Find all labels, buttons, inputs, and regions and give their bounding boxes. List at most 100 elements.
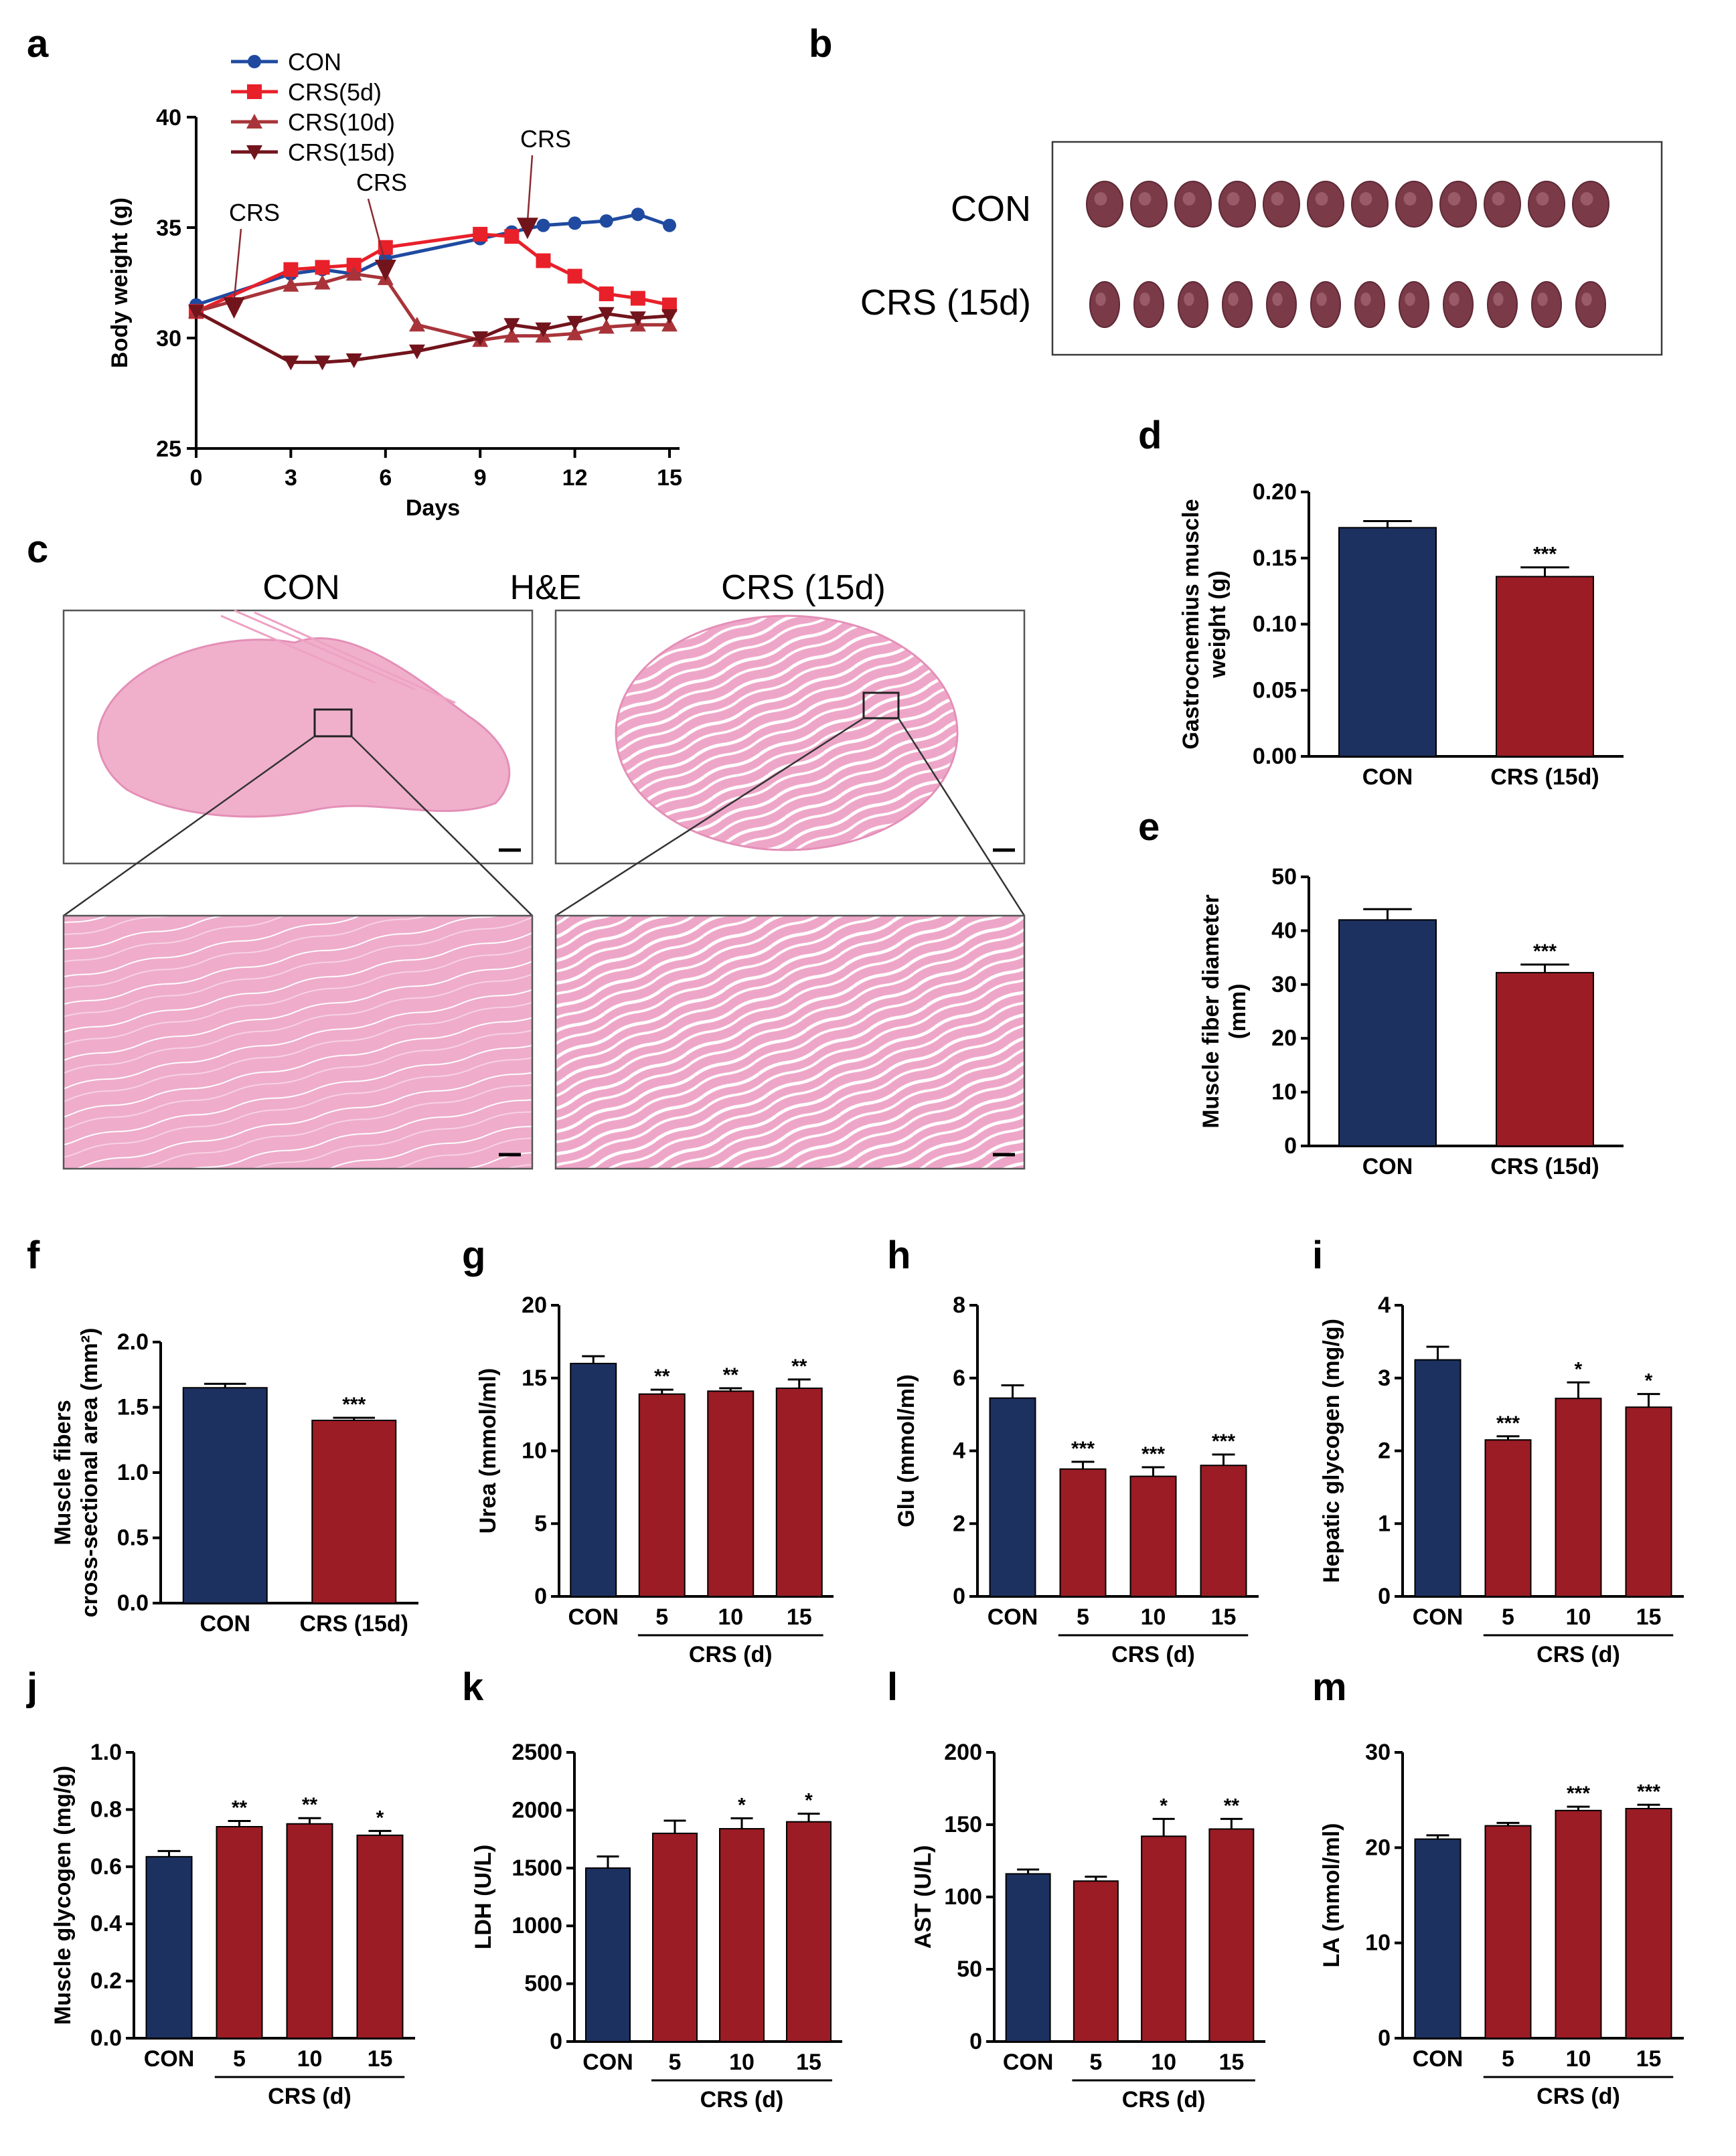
series-line-crs-5d-: [195, 232, 670, 313]
muscle-row-con: [1086, 181, 1609, 228]
x-tick-label: CON: [1413, 2046, 1464, 2072]
chart-i-hepatic-glycogen: 0 1 2 3 4 Hepatic glycogen (mg/g) CON *** 5 * 10 * 1…: [1319, 1293, 1684, 1667]
bar-10: [1555, 1809, 1602, 2039]
muscle-highlight: [1271, 192, 1284, 205]
y-axis-title: LA (mmol/ml): [1319, 1823, 1344, 1968]
series-line-crs-15d-: [195, 310, 670, 364]
y-tick-label: 0.0: [90, 2025, 122, 2051]
bar-5: [652, 1832, 698, 2042]
x-tick-label: 15: [796, 2050, 821, 2075]
y-tick-label: 0: [953, 1584, 965, 1609]
chart-l-ast: 0 50 100 150 200 AST (U/L) CON 5 * 10 ** 15 CRS (d): [911, 1740, 1265, 2112]
muscle-sample: [1484, 181, 1521, 228]
muscle-highlight: [1492, 192, 1505, 205]
bar-crs-15d-: [1496, 972, 1594, 1147]
data-point: [631, 208, 645, 222]
muscle-sample: [1086, 181, 1123, 228]
data-point: [598, 307, 615, 322]
significance-label: **: [302, 1794, 318, 1816]
y-tick-label: 20: [1271, 1025, 1297, 1051]
y-tick-label: 40: [156, 105, 181, 131]
muscle-highlight: [1316, 293, 1327, 306]
chart-h-glu: 0 2 4 6 8 Glu (mmol/ml) CON *** 5 *** 10 *** 15 CRS (…: [894, 1293, 1259, 1667]
significance-label: ***: [1071, 1438, 1095, 1460]
muscle-sample: [1133, 281, 1164, 328]
muscle-sample: [1531, 281, 1562, 328]
significance-label: ***: [1496, 1412, 1520, 1434]
y-tick-label: 0: [550, 2029, 562, 2054]
x-tick-label: 15: [1211, 1604, 1237, 1630]
muscle-highlight: [1405, 293, 1415, 306]
bar-con: [1414, 1359, 1462, 1597]
bar-con: [1338, 527, 1437, 757]
y-tick-label: 3: [1378, 1365, 1391, 1391]
chart-k-ldh: 0 500 1000 1500 2000 2500 LDH (U/L) CON 5 * 10 * 15 C…: [471, 1740, 842, 2112]
muscle-sample: [1487, 281, 1518, 328]
legend-marker: [246, 114, 262, 129]
histology-label-stain: H&E: [510, 568, 582, 607]
x-tick-label: 5: [655, 1604, 668, 1630]
y-tick-label: 2500: [511, 1740, 562, 1765]
significance-label: *: [1575, 1358, 1583, 1380]
chart-e-fiber-diameter: 0 10 20 30 40 50 Muscle fiber diameter (mm) CON *…: [1198, 864, 1624, 1179]
significance-label: **: [723, 1364, 739, 1386]
y-tick-label: 0.8: [90, 1797, 122, 1822]
histology-label-crs: CRS (15d): [721, 568, 886, 607]
y-tick-label: 4: [1378, 1293, 1391, 1318]
x-tick-label: 10: [729, 2050, 755, 2075]
y-tick-label: 2: [1378, 1438, 1391, 1464]
y-axis-title: (mm): [1225, 983, 1251, 1039]
y-tick-label: 0.2: [90, 1969, 122, 1994]
histology-section-crs: [615, 614, 959, 851]
y-tick-label: 0.5: [117, 1525, 149, 1551]
panel-letter-b: b: [809, 22, 832, 66]
panel-letter-e: e: [1138, 805, 1160, 849]
y-tick-label: 2.0: [117, 1329, 149, 1355]
y-tick-label: 10: [522, 1438, 547, 1464]
muscle-highlight: [1182, 192, 1196, 205]
histology-zoom-con: [62, 914, 534, 1170]
x-tick-label: CRS (15d): [1490, 764, 1599, 790]
y-axis-title: Body weight (g): [107, 197, 133, 368]
y-tick-label: 2000: [511, 1797, 562, 1823]
x-tick-label: 15: [1218, 2050, 1244, 2075]
panel-letter-a: a: [27, 22, 49, 66]
x-tick-label: 3: [285, 465, 297, 491]
significance-label: *: [738, 1794, 746, 1816]
panel-letter-k: k: [462, 1665, 484, 1709]
bar-5: [1073, 1880, 1119, 2042]
bar-con: [182, 1387, 268, 1604]
significance-label: ***: [342, 1394, 366, 1416]
y-tick-label: 30: [1365, 1740, 1391, 1765]
muscle-sample: [1266, 281, 1297, 328]
muscle-row-crs: [1089, 281, 1606, 328]
data-point: [345, 353, 362, 368]
muscle-sample: [1218, 181, 1256, 228]
x-tick-label: 12: [562, 465, 588, 491]
x-tick-label: CON: [582, 2050, 633, 2075]
y-tick-label: 15: [522, 1365, 547, 1391]
muscle-highlight: [1403, 192, 1417, 205]
histology-section-con: [96, 637, 511, 818]
data-point: [503, 327, 520, 343]
panel-letter-h: h: [887, 1234, 911, 1277]
y-tick-label: 0: [1284, 1133, 1297, 1159]
muscle-sample: [1174, 181, 1212, 228]
panel-letter-d: d: [1138, 414, 1162, 457]
y-axis-title: LDH (U/L): [471, 1845, 496, 1950]
significance-label: **: [1224, 1795, 1240, 1817]
x-tick-label: CRS (15d): [1490, 1154, 1599, 1179]
muscle-sample: [1572, 181, 1609, 228]
y-tick-label: 10: [1271, 1080, 1297, 1105]
bar-5: [638, 1393, 686, 1598]
y-tick-label: 1.0: [117, 1460, 149, 1485]
chart-f-cross-sectional-area: 0.0 0.5 1.0 1.5 2.0 Muscle fibers cross-sectio…: [50, 1328, 418, 1637]
muscle-sample: [1089, 281, 1120, 328]
muscle-highlight: [1580, 192, 1593, 205]
y-tick-label: 200: [944, 1740, 982, 1765]
data-point: [568, 216, 582, 230]
muscle-sample: [1395, 181, 1433, 228]
y-tick-label: 1.0: [90, 1740, 122, 1765]
data-point: [598, 319, 615, 334]
x-tick-label: CON: [200, 1611, 250, 1637]
